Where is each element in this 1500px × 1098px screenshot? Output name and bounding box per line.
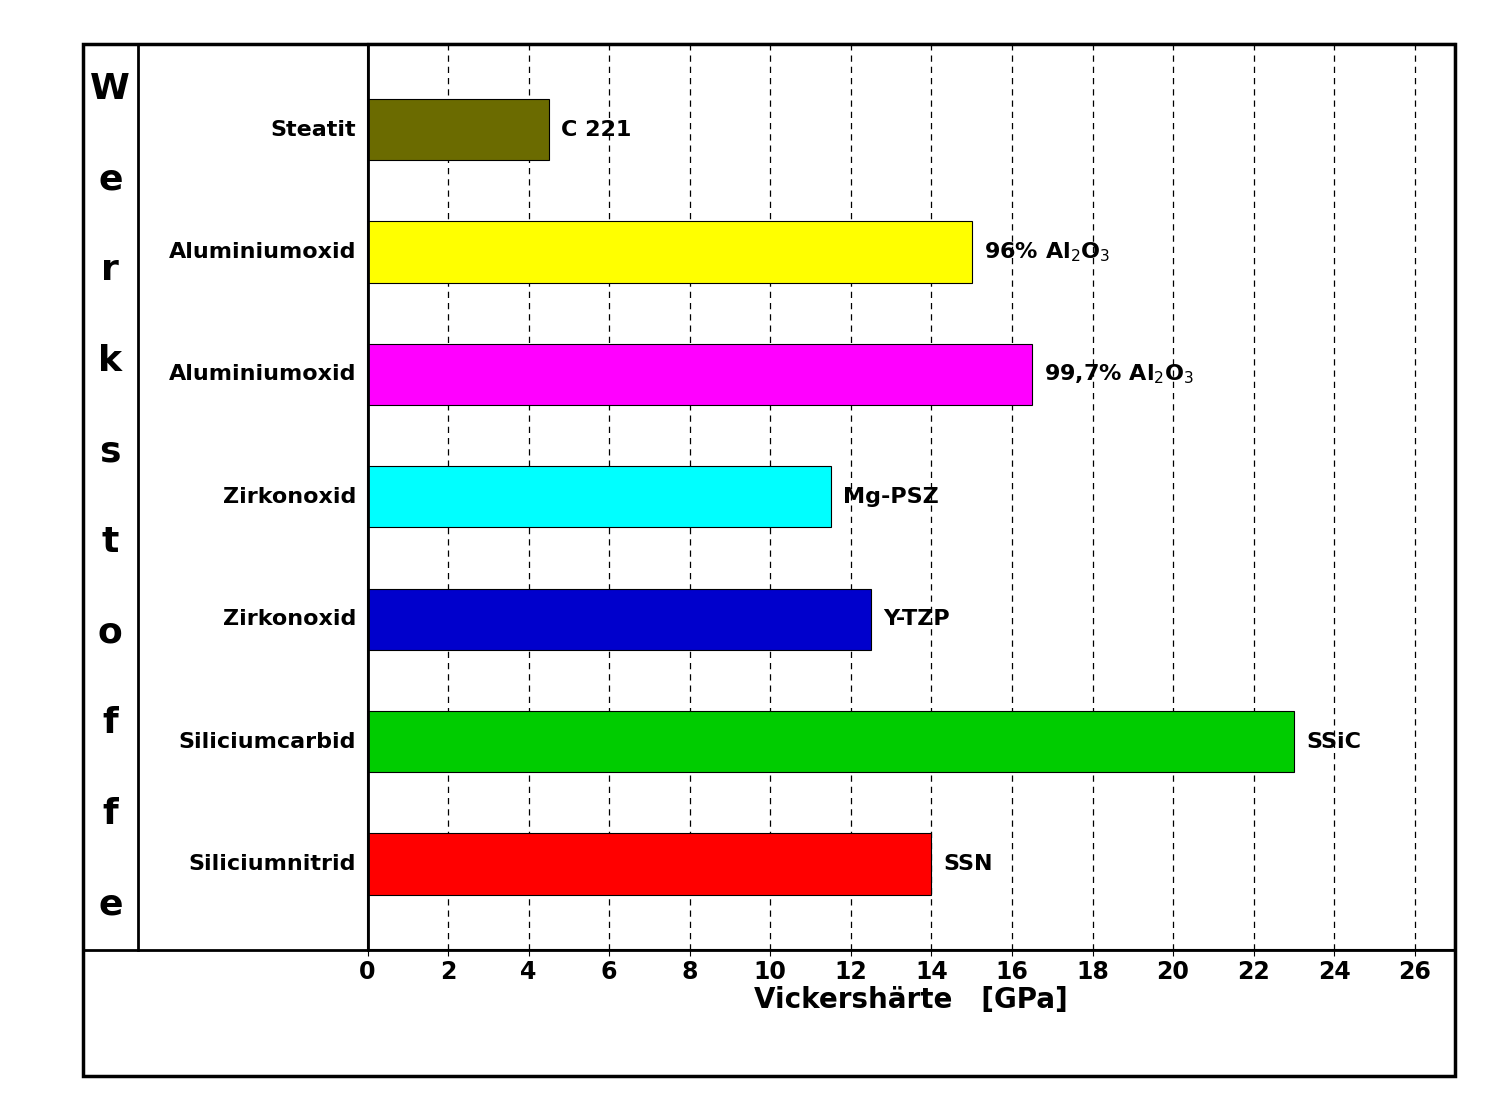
Bar — [368, 589, 872, 650]
Text: Mg-PSZ: Mg-PSZ — [843, 486, 939, 507]
Bar — [368, 344, 1032, 405]
Text: Siliciumnitrid: Siliciumnitrid — [189, 854, 356, 874]
Text: f: f — [102, 706, 118, 740]
Text: f: f — [102, 797, 118, 831]
Text: k: k — [99, 344, 123, 378]
Bar — [368, 222, 972, 282]
Text: Steatit: Steatit — [270, 120, 356, 139]
Text: 96% Al$_2$O$_3$: 96% Al$_2$O$_3$ — [984, 240, 1110, 264]
Text: C 221: C 221 — [561, 120, 632, 139]
Text: e: e — [98, 163, 123, 197]
Bar — [368, 467, 831, 527]
Text: SSN: SSN — [944, 854, 993, 874]
Text: t: t — [102, 525, 118, 559]
Text: Zirkonoxid: Zirkonoxid — [222, 486, 356, 507]
Text: Y-TZP: Y-TZP — [884, 609, 950, 629]
Bar — [368, 99, 549, 160]
Text: Zirkonoxid: Zirkonoxid — [222, 609, 356, 629]
Text: W: W — [90, 72, 130, 107]
Bar — [368, 833, 932, 895]
Text: s: s — [99, 435, 122, 469]
Text: Vickershärte   [GPa]: Vickershärte [GPa] — [754, 986, 1068, 1015]
Text: 99,7% Al$_2$O$_3$: 99,7% Al$_2$O$_3$ — [1044, 362, 1194, 386]
Text: e: e — [98, 887, 123, 921]
Text: Aluminiumoxid: Aluminiumoxid — [168, 365, 356, 384]
Text: r: r — [102, 254, 118, 288]
Text: SSiC: SSiC — [1306, 731, 1360, 752]
Text: o: o — [98, 616, 123, 650]
Text: Siliciumcarbid: Siliciumcarbid — [178, 731, 356, 752]
Text: Aluminiumoxid: Aluminiumoxid — [168, 242, 356, 262]
Bar — [368, 712, 1294, 772]
